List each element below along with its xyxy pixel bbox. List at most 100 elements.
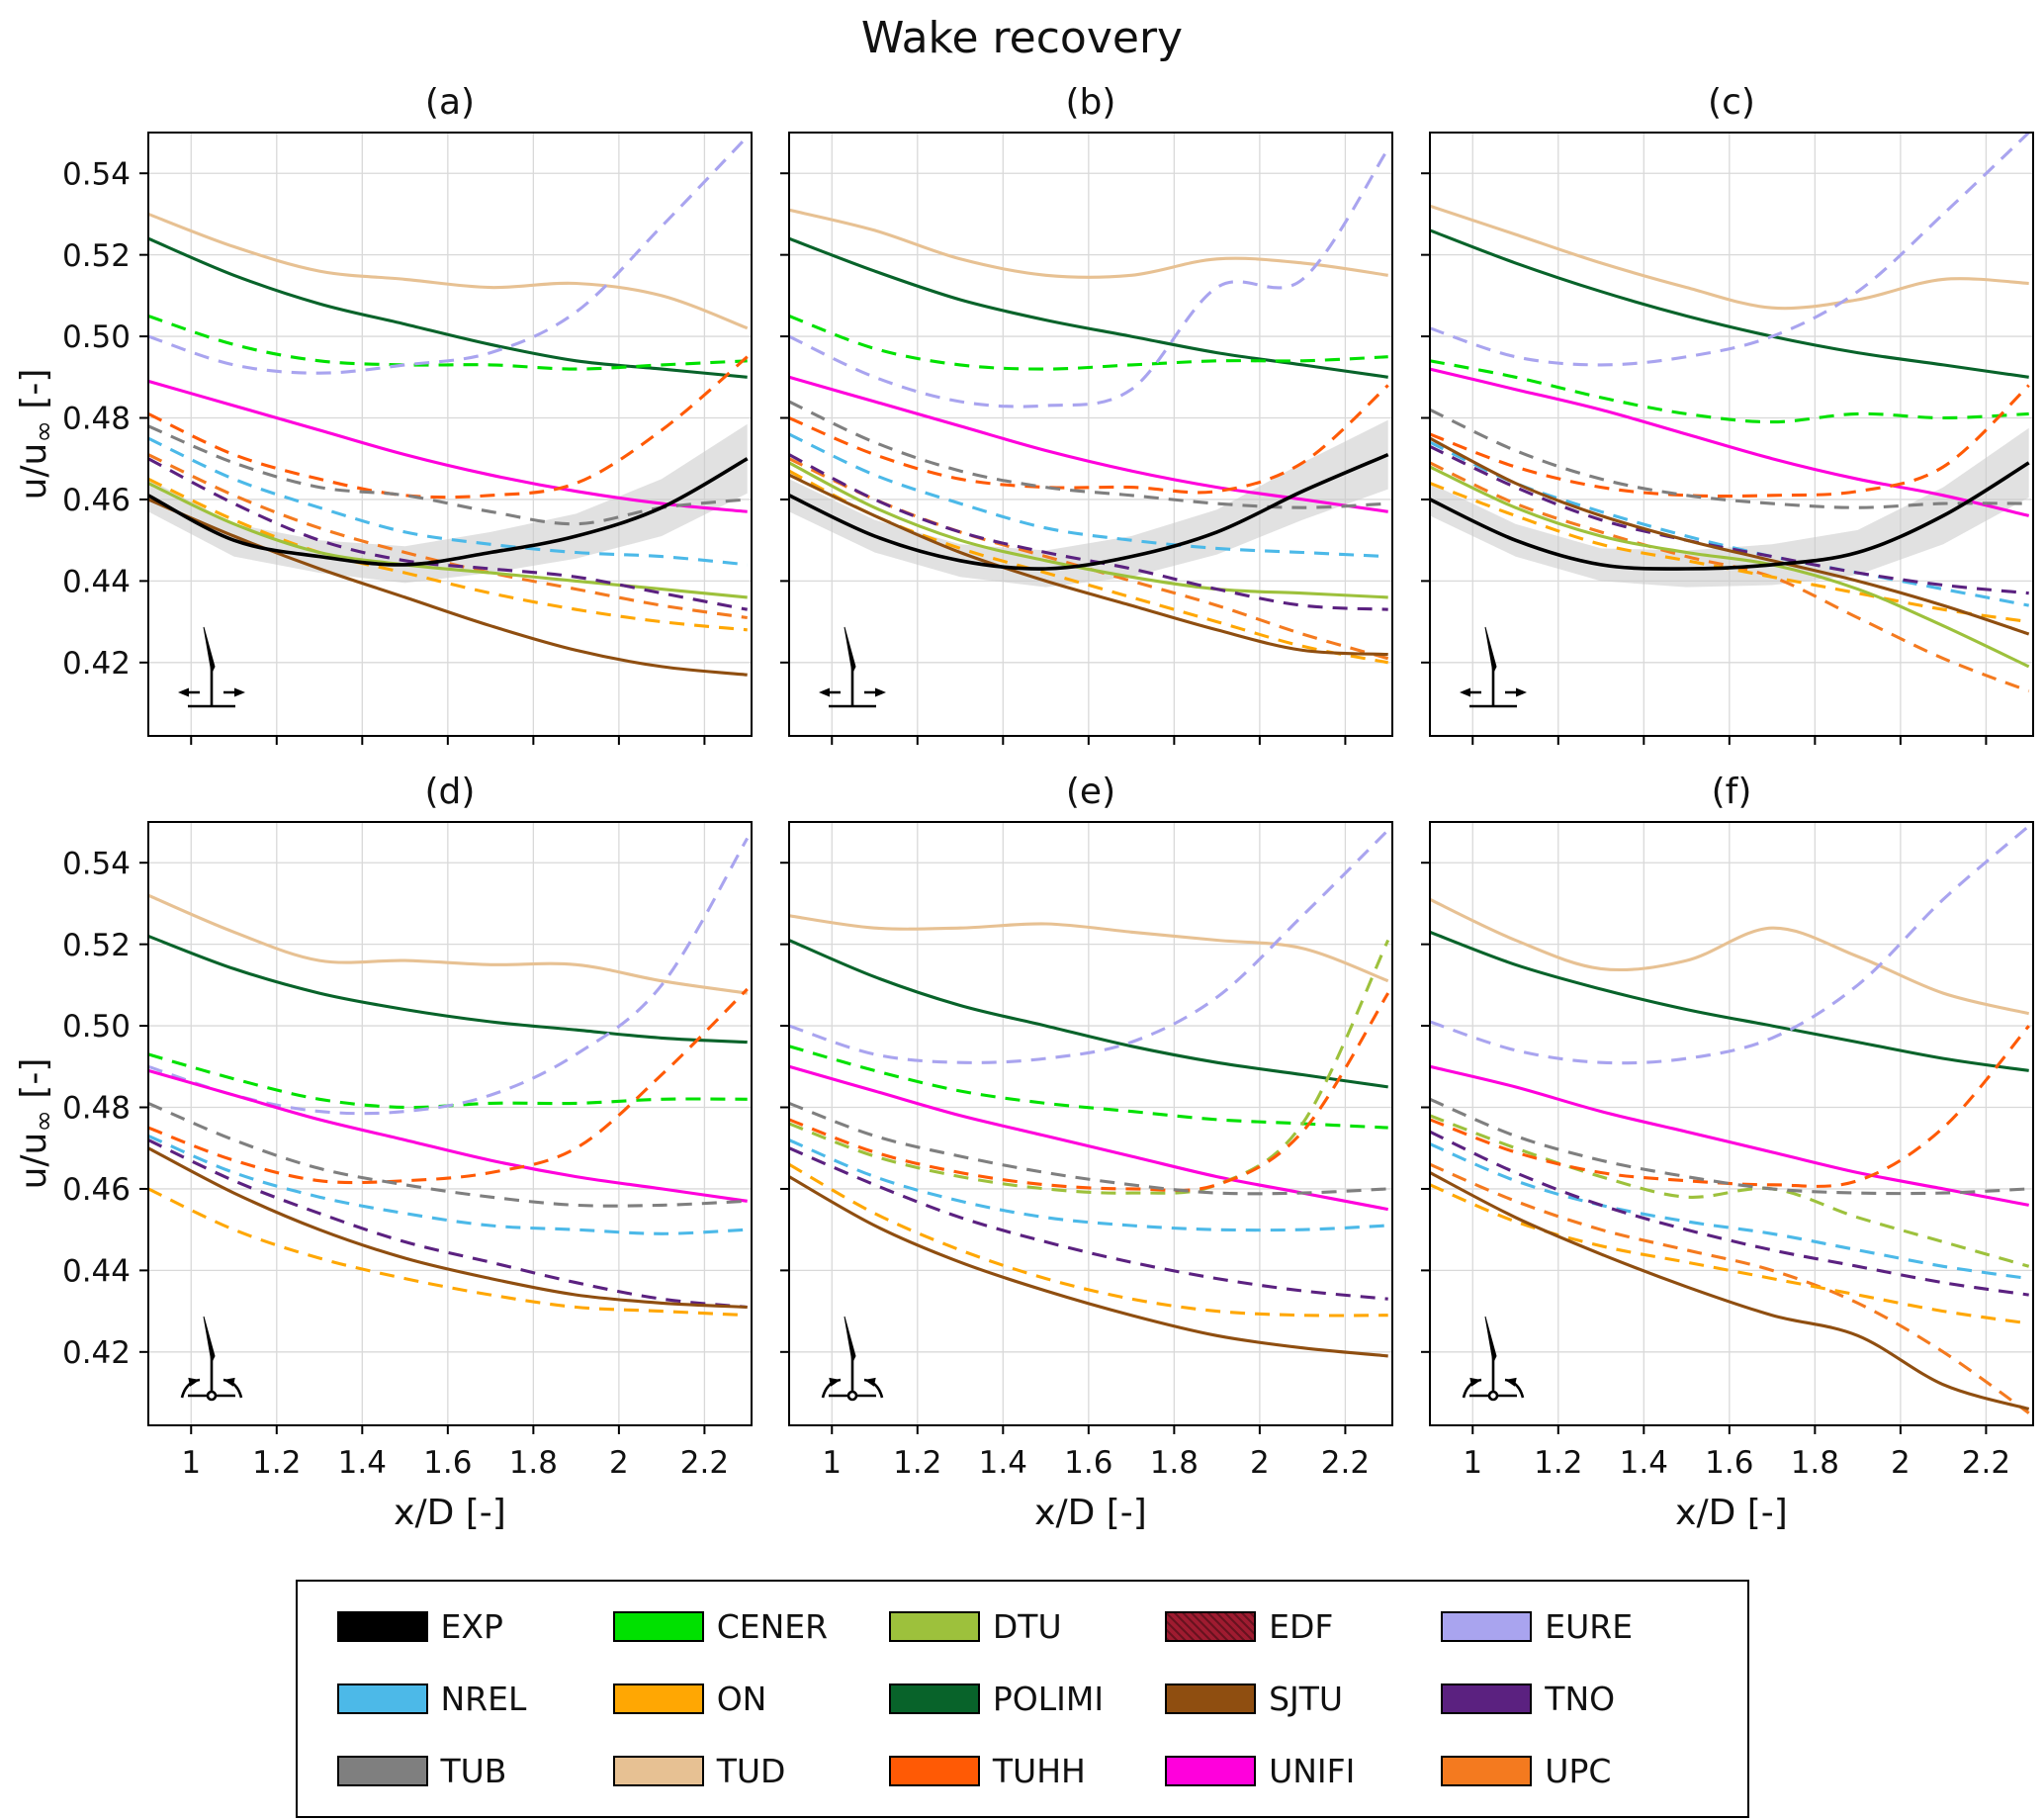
series-line-polimi xyxy=(1430,228,2029,379)
x-tick-label: 1.2 xyxy=(252,1445,301,1481)
series-line-tno xyxy=(789,1145,1388,1301)
y-tick-label: 0.48 xyxy=(62,401,131,436)
legend-item-polimi: POLIMI xyxy=(888,1680,1155,1718)
panel-label: (f) xyxy=(1711,771,1752,812)
legend-label: NREL xyxy=(440,1679,527,1718)
y-tick-label: 0.44 xyxy=(62,564,131,599)
series-line-cener xyxy=(1430,358,2029,423)
panel-f: (f) 1 1.2 1.4 1.6 1.8 2 2.2 x/D [-] xyxy=(1418,762,2044,1540)
series-line-eure xyxy=(1430,132,2030,367)
tick-marks xyxy=(780,861,1347,1434)
series-line-tuhh xyxy=(148,987,749,1184)
tick-marks xyxy=(1421,171,1988,745)
series-line-upc xyxy=(1430,461,2030,692)
series-line-eure xyxy=(789,147,1389,409)
tick-marks xyxy=(139,861,706,1434)
legend-label: TUD xyxy=(716,1751,786,1790)
x-tick-label: 2.2 xyxy=(1962,1445,2010,1481)
y-tick-label: 0.52 xyxy=(62,237,131,273)
panel-plot: 1 1.2 1.4 1.6 1.8 2 2.2 x/D [-] xyxy=(1421,820,2034,1533)
series-line-tno xyxy=(148,1138,748,1309)
series-line-dtu xyxy=(789,939,1390,1195)
legend-label: TUB xyxy=(440,1751,507,1790)
series-line-cener xyxy=(789,314,1388,371)
legend-label: EURE xyxy=(1545,1606,1634,1646)
series-line-tud xyxy=(148,212,749,329)
tick-marks xyxy=(780,171,1347,745)
series-line-dtu xyxy=(148,481,748,599)
legend-item-tuhh: TUHH xyxy=(888,1752,1155,1790)
legend-label: SJTU xyxy=(1269,1679,1344,1718)
series-line-on xyxy=(148,477,748,631)
x-tick-label: 2 xyxy=(1891,1445,1911,1481)
series-line-nrel xyxy=(789,432,1388,558)
panel-a: (a) 0.42 0.44 0.46 0.48 0.50 0.52 0.54 u/u∞ [-] xyxy=(0,72,763,754)
arrow-head-icon xyxy=(234,687,245,697)
series-line-tub xyxy=(789,1101,1388,1196)
figure-title: Wake recovery xyxy=(860,13,1184,63)
arrow-head-icon xyxy=(178,687,189,697)
series-line-on xyxy=(789,1162,1388,1318)
panel-d: (d) 0.42 0.44 0.46 0.48 0.50 0.52 0.54 u/u∞ [-] 1… xyxy=(0,762,763,1540)
series-line-sjtu xyxy=(148,498,748,677)
tick-marks xyxy=(139,171,706,745)
gridlines xyxy=(148,821,752,1425)
panel-plot: 0.42 0.44 0.46 0.48 0.50 0.52 0.54 u/u∞ [-] 1 1.2… xyxy=(14,820,753,1533)
series-line-tuhh xyxy=(148,355,749,499)
panel-label: (d) xyxy=(424,771,476,812)
y-tick-label: 0.50 xyxy=(62,319,131,355)
y-tick-label: 0.42 xyxy=(62,1335,131,1371)
panel-label: (c) xyxy=(1708,81,1755,123)
panel-b: (b) xyxy=(777,72,1404,754)
x-tick-label: 1.8 xyxy=(1150,1445,1199,1481)
series-line-eure xyxy=(789,828,1389,1064)
y-tick-label: 0.48 xyxy=(62,1090,131,1126)
series-line-tud xyxy=(789,913,1389,982)
arrow-head-icon xyxy=(1469,1377,1481,1387)
legend-item-unifi: UNIFI xyxy=(1165,1752,1431,1790)
x-tick-label: 1 xyxy=(1463,1445,1482,1481)
legend-swatch-tno xyxy=(1441,1683,1533,1714)
series-line-tud xyxy=(789,208,1388,279)
arrow-head-icon xyxy=(1516,687,1527,697)
plot-frame xyxy=(147,820,753,1426)
legend-swatch-tud xyxy=(612,1755,704,1786)
legend: EXP CENER DTU EDF EURE NREL ON POLIMI SJTU TNO TUB… xyxy=(295,1579,1749,1818)
series-line-sjtu xyxy=(1430,1170,2030,1410)
series-line-exp xyxy=(148,456,749,567)
legend-swatch-nrel xyxy=(336,1683,428,1714)
panel-plot: 0.42 0.44 0.46 0.48 0.50 0.52 0.54 u/u∞ [-] xyxy=(14,131,753,745)
x-tick-label: 1.4 xyxy=(979,1445,1027,1481)
legend-item-tub: TUB xyxy=(336,1751,603,1790)
turbine-translation-icon xyxy=(178,626,245,707)
series-line-tno xyxy=(789,452,1388,611)
series-line-tuhh xyxy=(789,991,1390,1192)
series-line-on xyxy=(148,1187,748,1317)
legend-label: TNO xyxy=(1545,1679,1616,1718)
y-axis-label: u/u∞ [-] xyxy=(14,368,59,500)
series-line-polimi xyxy=(789,938,1388,1089)
arrow-head-icon xyxy=(819,687,830,697)
panel-e: (e) 1 1.2 1.4 1.6 1.8 2 2.2 x/D [-] xyxy=(777,762,1404,1540)
series-line-tuhh xyxy=(789,383,1389,495)
turbine-translation-icon xyxy=(1460,626,1527,707)
y-axis-label: u/u∞ [-] xyxy=(14,1057,59,1189)
legend-swatch-cener xyxy=(612,1610,704,1642)
x-tick-label: 1.6 xyxy=(1705,1445,1753,1481)
legend-item-on: ON xyxy=(612,1680,879,1718)
x-tick-label: 2 xyxy=(1250,1445,1270,1481)
exp-uncertainty-band xyxy=(148,423,748,583)
series-line-tud xyxy=(1430,204,2029,310)
arrow-head-icon xyxy=(864,1377,876,1387)
legend-item-eure: EURE xyxy=(1441,1607,1707,1646)
legend-label: CENER xyxy=(716,1606,829,1646)
series-line-unifi xyxy=(789,1064,1388,1211)
x-tick-label: 2 xyxy=(609,1445,629,1481)
arrow-head-icon xyxy=(1460,687,1470,697)
y-tick-label: 0.54 xyxy=(62,846,131,881)
series-line-unifi xyxy=(148,379,748,513)
x-tick-label: 1 xyxy=(822,1445,842,1481)
x-tick-label: 1.8 xyxy=(1791,1445,1839,1481)
legend-label: UPC xyxy=(1545,1751,1612,1790)
series-line-tub xyxy=(789,400,1388,509)
